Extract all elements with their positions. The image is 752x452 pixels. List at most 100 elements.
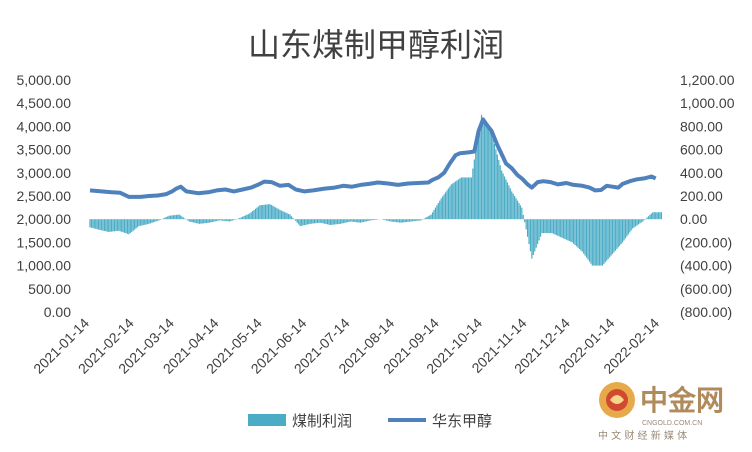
profit-bar [485, 122, 487, 220]
logo-brand: 中金网 [640, 384, 724, 417]
profit-bar [427, 216, 429, 220]
profit-bar [177, 214, 179, 220]
profit-bar [480, 114, 483, 220]
profit-bar [132, 219, 134, 231]
profit-bar [162, 218, 165, 220]
profit-bar [158, 219, 160, 221]
right-tick-label: 0.00 [680, 211, 707, 227]
profit-bar [213, 219, 215, 222]
left-tick-label: 1,500.00 [17, 234, 72, 250]
profit-bar [584, 219, 586, 256]
profit-bar [550, 219, 552, 234]
profit-bar [650, 213, 652, 220]
profit-bar [537, 219, 539, 245]
profit-bar [325, 219, 327, 225]
profit-bar [479, 123, 481, 220]
profit-bar [138, 219, 140, 227]
profit-bar [529, 219, 532, 252]
profit-bar [621, 219, 624, 243]
profit-bar [463, 177, 465, 220]
profit-bar [115, 219, 117, 232]
profit-bar [539, 219, 542, 237]
profit-bar [296, 219, 298, 223]
profit-bar [655, 212, 657, 220]
profit-bar [519, 205, 521, 220]
profit-bar [193, 219, 195, 223]
profit-bar [129, 219, 131, 234]
profit-bar [109, 219, 111, 232]
profit-bar [244, 215, 247, 220]
profit-bar [489, 130, 491, 220]
profit-bar [262, 204, 264, 220]
profit-bar [444, 192, 447, 220]
profit-bar [139, 219, 141, 226]
profit-bar [136, 219, 139, 228]
profit-bar [614, 219, 616, 251]
profit-bar [303, 219, 306, 226]
profit-bar [210, 219, 212, 223]
profit-bar [257, 206, 260, 220]
profit-bar [295, 219, 297, 222]
profit-bar [305, 219, 307, 225]
profit-bar [319, 219, 321, 223]
profit-bar [265, 204, 267, 220]
profit-bar [211, 219, 213, 223]
profit-bar [103, 219, 105, 231]
profit-bar [623, 219, 625, 241]
left-tick-label: 4,500.00 [17, 95, 72, 111]
profit-bar [342, 219, 344, 224]
profit-bar [224, 219, 226, 222]
profit-bar [357, 219, 359, 223]
left-tick-label: 0.00 [44, 304, 71, 320]
profit-bar [640, 219, 642, 223]
profit-bar [96, 219, 98, 230]
profit-bar [397, 219, 399, 223]
legend-label-bar: 煤制利润 [292, 412, 352, 430]
profit-bar [514, 196, 516, 220]
profit-bar [144, 219, 146, 225]
profit-bar [601, 219, 604, 266]
profit-bar [407, 219, 409, 222]
profit-bar [100, 219, 103, 231]
logo-swirl [610, 395, 624, 404]
profit-bar [565, 219, 568, 240]
profit-bar [220, 219, 222, 221]
profit-bar [279, 209, 281, 220]
profit-bar [270, 204, 272, 220]
profit-bar [653, 212, 655, 220]
profit-bar [503, 176, 506, 220]
right-tick-label: (400.00) [680, 258, 732, 274]
profit-bar [564, 219, 566, 240]
profit-bar [309, 219, 311, 224]
profit-bar [420, 219, 422, 221]
profit-bar [450, 184, 452, 220]
profit-bar [208, 219, 211, 223]
profit-bar [164, 217, 166, 220]
profit-bar [221, 219, 224, 221]
profit-bar [656, 212, 658, 220]
profit-bar [329, 219, 331, 225]
profit-bar [256, 207, 258, 220]
profit-bar [383, 219, 385, 220]
profit-bar [318, 219, 320, 223]
profit-bar [131, 219, 133, 232]
profit-bar [259, 205, 261, 220]
profit-bar [587, 219, 589, 260]
profit-bar [466, 177, 468, 220]
profit-bar [460, 177, 462, 220]
profit-bar [253, 209, 255, 220]
profit-bar [322, 219, 324, 224]
profit-bar [452, 183, 454, 220]
profit-bar [630, 219, 632, 231]
profit-bar [339, 219, 342, 224]
profit-bar [408, 219, 411, 222]
profit-bar [283, 211, 285, 220]
profit-bar [609, 219, 611, 258]
profit-bar [388, 219, 390, 222]
profit-bar [239, 218, 241, 220]
left-tick-label: 2,500.00 [17, 188, 72, 204]
profit-bar [571, 219, 573, 243]
profit-bar [594, 219, 596, 266]
right-tick-label: 1,200.00 [680, 72, 735, 88]
profit-bar [260, 205, 262, 220]
